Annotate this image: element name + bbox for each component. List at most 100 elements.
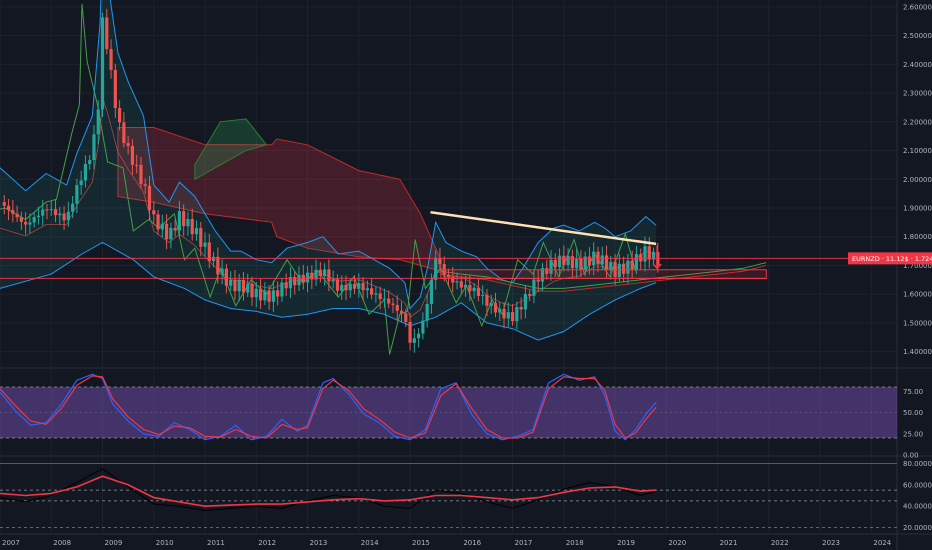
candle[interactable]	[173, 219, 177, 237]
candle[interactable]	[152, 201, 156, 224]
candle[interactable]	[6, 198, 11, 221]
candle[interactable]	[528, 289, 532, 302]
candle[interactable]	[45, 203, 49, 220]
candle[interactable]	[553, 253, 557, 277]
candle[interactable]	[2, 195, 6, 215]
candle[interactable]	[100, 12, 105, 117]
candle[interactable]	[182, 204, 186, 236]
candle[interactable]	[15, 205, 19, 222]
candle[interactable]	[472, 282, 476, 299]
candle[interactable]	[476, 279, 480, 302]
lower-pane[interactable]	[0, 462, 897, 529]
candle[interactable]	[41, 199, 45, 226]
candle[interactable]	[549, 249, 553, 281]
candle[interactable]	[28, 213, 32, 234]
lower-red-line[interactable]	[0, 475, 657, 508]
candle[interactable]	[425, 294, 429, 328]
candle[interactable]	[130, 139, 135, 175]
candle[interactable]	[216, 247, 220, 284]
candle[interactable]	[254, 281, 258, 308]
candle[interactable]	[446, 268, 451, 287]
candle[interactable]	[609, 255, 613, 280]
candle[interactable]	[506, 302, 510, 327]
candle[interactable]	[408, 312, 412, 351]
candle[interactable]	[203, 232, 207, 257]
candle[interactable]	[177, 201, 181, 238]
lower-black-line[interactable]	[0, 468, 657, 512]
candle[interactable]	[49, 200, 53, 216]
candle[interactable]	[139, 156, 143, 189]
candle[interactable]	[340, 275, 344, 300]
candle[interactable]	[190, 208, 194, 241]
candle[interactable]	[199, 221, 203, 257]
candle[interactable]	[399, 301, 404, 323]
candle[interactable]	[604, 245, 609, 279]
candle[interactable]	[481, 285, 485, 305]
candle[interactable]	[71, 195, 75, 219]
candle[interactable]	[498, 301, 502, 322]
candle[interactable]	[271, 280, 275, 312]
candle[interactable]	[147, 176, 152, 221]
candle[interactable]	[493, 292, 498, 318]
candle[interactable]	[323, 263, 327, 286]
candle[interactable]	[434, 250, 438, 290]
candle[interactable]	[186, 211, 190, 236]
candle[interactable]	[485, 289, 489, 316]
candle[interactable]	[169, 222, 173, 249]
candle[interactable]	[32, 212, 36, 228]
candle[interactable]	[502, 302, 506, 329]
candle[interactable]	[280, 278, 284, 302]
candle[interactable]	[451, 267, 455, 293]
candle[interactable]	[318, 262, 322, 283]
candle[interactable]	[557, 248, 562, 277]
candle[interactable]	[370, 278, 374, 300]
candle[interactable]	[331, 270, 335, 289]
candle[interactable]	[374, 286, 378, 304]
candle[interactable]	[156, 209, 160, 235]
candle[interactable]	[92, 124, 96, 170]
candle[interactable]	[566, 248, 570, 272]
candle[interactable]	[404, 308, 408, 328]
candle[interactable]	[361, 277, 365, 301]
candle[interactable]	[523, 285, 527, 319]
candle[interactable]	[639, 248, 643, 270]
candle[interactable]	[421, 312, 425, 340]
candle[interactable]	[570, 249, 574, 278]
candle[interactable]	[122, 112, 126, 148]
candle[interactable]	[105, 8, 109, 55]
candle[interactable]	[36, 206, 41, 225]
candle[interactable]	[391, 297, 395, 314]
candle[interactable]	[288, 267, 293, 299]
candle[interactable]	[96, 100, 100, 145]
candle[interactable]	[463, 275, 468, 297]
candle[interactable]	[211, 251, 216, 267]
candle[interactable]	[263, 282, 267, 305]
candle[interactable]	[58, 206, 62, 225]
candle[interactable]	[109, 39, 113, 79]
candle[interactable]	[284, 273, 288, 296]
stoch-k-line[interactable]	[0, 373, 657, 441]
candle[interactable]	[365, 280, 369, 299]
candle[interactable]	[79, 170, 83, 195]
candle[interactable]	[143, 178, 147, 194]
candle[interactable]	[468, 275, 472, 302]
candle[interactable]	[258, 278, 263, 309]
candle[interactable]	[455, 272, 459, 290]
candle[interactable]	[536, 269, 540, 292]
candle[interactable]	[579, 250, 583, 278]
candle[interactable]	[630, 250, 634, 279]
oscillator-pane[interactable]	[0, 373, 897, 441]
candle[interactable]	[11, 200, 15, 223]
candle[interactable]	[305, 266, 310, 293]
candle[interactable]	[510, 303, 515, 326]
price-pane[interactable]	[0, 0, 897, 355]
candle[interactable]	[395, 295, 399, 321]
candle[interactable]	[118, 100, 122, 131]
resistance-trendline[interactable]	[430, 211, 657, 246]
candle[interactable]	[344, 275, 348, 301]
candle[interactable]	[83, 155, 88, 188]
candle[interactable]	[113, 63, 117, 119]
candle[interactable]	[429, 273, 434, 314]
candle[interactable]	[378, 286, 382, 310]
candle[interactable]	[412, 328, 416, 353]
